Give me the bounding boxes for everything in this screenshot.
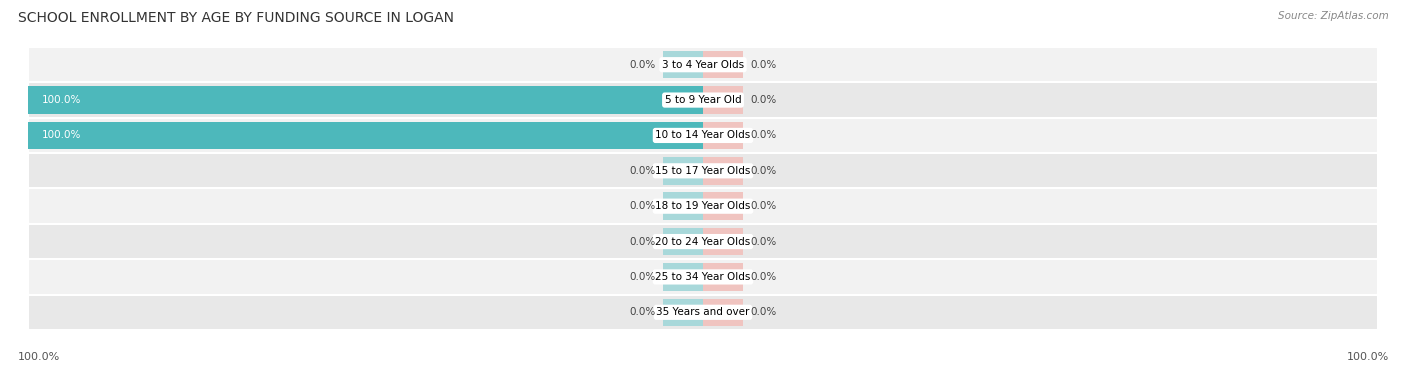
Text: 0.0%: 0.0% [630,307,655,317]
Text: 0.0%: 0.0% [751,272,776,282]
Text: 100.0%: 100.0% [42,95,82,105]
Text: 5 to 9 Year Old: 5 to 9 Year Old [665,95,741,105]
Text: SCHOOL ENROLLMENT BY AGE BY FUNDING SOURCE IN LOGAN: SCHOOL ENROLLMENT BY AGE BY FUNDING SOUR… [18,11,454,25]
Bar [662,228,703,255]
Bar [28,153,1378,188]
Text: 100.0%: 100.0% [42,130,82,141]
Bar [28,188,1378,224]
Bar [662,263,703,291]
Bar [28,86,703,114]
Text: 0.0%: 0.0% [630,236,655,247]
Text: 0.0%: 0.0% [751,236,776,247]
Bar [703,157,744,185]
Bar [28,259,1378,294]
Text: 35 Years and over: 35 Years and over [657,307,749,317]
Text: 0.0%: 0.0% [751,130,776,141]
Bar [28,47,1378,83]
Bar [28,118,1378,153]
Bar [703,86,744,114]
Text: 100.0%: 100.0% [18,352,60,362]
Bar [28,294,1378,330]
Bar [703,263,744,291]
Text: 0.0%: 0.0% [630,201,655,211]
Text: 0.0%: 0.0% [630,60,655,70]
Bar [662,51,703,78]
Text: 0.0%: 0.0% [751,166,776,176]
Bar [703,228,744,255]
Text: 0.0%: 0.0% [630,166,655,176]
Text: 18 to 19 Year Olds: 18 to 19 Year Olds [655,201,751,211]
Text: 0.0%: 0.0% [751,307,776,317]
Text: 0.0%: 0.0% [630,272,655,282]
Text: 0.0%: 0.0% [751,201,776,211]
Bar [28,83,1378,118]
Bar [703,51,744,78]
Bar [662,192,703,220]
Text: 25 to 34 Year Olds: 25 to 34 Year Olds [655,272,751,282]
Text: 15 to 17 Year Olds: 15 to 17 Year Olds [655,166,751,176]
Text: 100.0%: 100.0% [1347,352,1389,362]
Bar [703,122,744,149]
Text: Source: ZipAtlas.com: Source: ZipAtlas.com [1278,11,1389,21]
Text: 0.0%: 0.0% [751,95,776,105]
Text: 10 to 14 Year Olds: 10 to 14 Year Olds [655,130,751,141]
Bar [662,299,703,326]
Text: 0.0%: 0.0% [751,60,776,70]
Bar [28,122,703,149]
Text: 3 to 4 Year Olds: 3 to 4 Year Olds [662,60,744,70]
Bar [28,224,1378,259]
Bar [703,192,744,220]
Text: 20 to 24 Year Olds: 20 to 24 Year Olds [655,236,751,247]
Bar [703,299,744,326]
Bar [662,157,703,185]
